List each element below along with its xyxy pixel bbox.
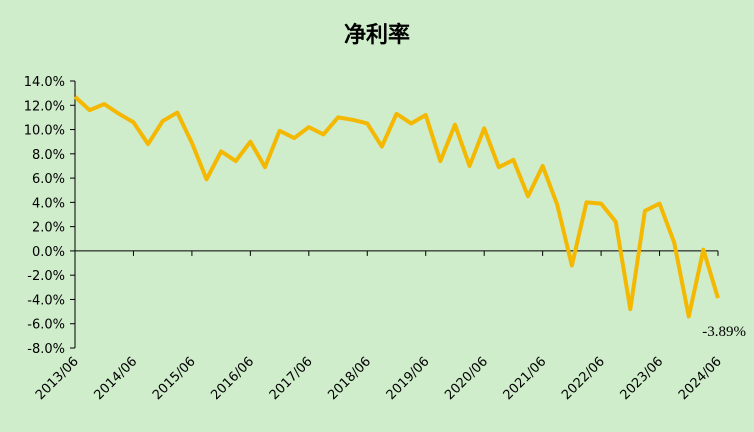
y-tick-label: -8.0% [27, 342, 65, 357]
data-label: -3.89% [702, 324, 746, 340]
y-tick-label: 6.0% [32, 172, 65, 187]
y-tick-label: 8.0% [32, 148, 65, 163]
y-tick-label: 2.0% [32, 221, 65, 236]
data-line [73, 95, 720, 319]
y-tick-label: 0.0% [32, 245, 65, 260]
y-tick-label: 14.0% [24, 75, 65, 90]
y-tick-label: 4.0% [32, 196, 65, 211]
y-tick-label: -6.0% [27, 318, 65, 333]
y-tick-label: -2.0% [27, 269, 65, 284]
y-tick-label: 12.0% [24, 99, 65, 114]
y-tick-label: 10.0% [24, 124, 65, 139]
y-tick-label: -4.0% [27, 293, 65, 308]
chart-title: 净利率 [344, 22, 410, 48]
